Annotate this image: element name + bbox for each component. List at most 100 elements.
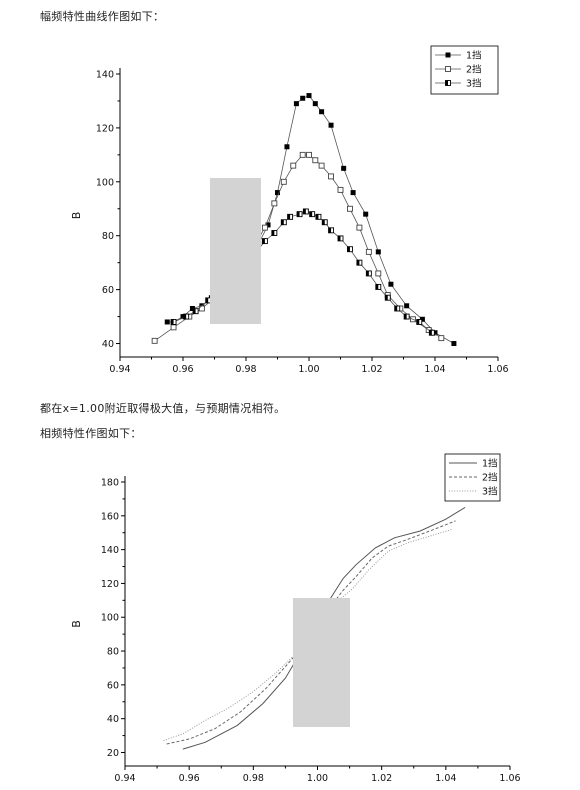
data-point-series-3 [261, 238, 268, 245]
data-point-series-1 [404, 303, 410, 309]
y-tick-label: 60 [102, 285, 114, 296]
data-point-series-3 [375, 283, 382, 290]
data-point-series-1 [164, 319, 170, 325]
data-point-series-1 [293, 101, 299, 107]
legend-label-3: 3挡 [482, 486, 498, 498]
data-point-series-3 [416, 319, 423, 325]
data-point-series-3 [428, 329, 435, 336]
data-point-series-1 [419, 316, 425, 322]
occlusion-box-bottom [293, 598, 350, 727]
data-point-series-1 [341, 165, 347, 171]
data-point-series-2 [290, 162, 297, 169]
data-point-series-3 [384, 294, 391, 301]
y-tick-label: 160 [101, 511, 119, 522]
conclusion-text: 都在x=1.00附近取得极大值，与预期情况相符。 [40, 402, 286, 415]
data-point-series-1 [265, 222, 271, 228]
data-point-series-3 [287, 213, 294, 220]
data-point-series-1 [328, 122, 334, 128]
data-point-series-1 [312, 101, 318, 107]
y-tick-label: 180 [101, 478, 119, 489]
data-point-series-2 [347, 205, 353, 212]
y-axis-label: B [70, 212, 83, 220]
data-point-series-2 [438, 335, 445, 342]
data-point-series-1 [350, 190, 356, 196]
y-tick-label: 40 [107, 714, 119, 725]
data-point-series-1 [432, 330, 438, 336]
data-point-series-1 [275, 190, 280, 196]
y-tick-label: 80 [102, 231, 114, 242]
x-tick-label: 1.02 [371, 773, 392, 784]
data-point-series-3 [170, 319, 177, 325]
data-point-series-1 [300, 95, 306, 101]
data-point-series-1 [180, 314, 186, 320]
legend-marker-3 [445, 80, 451, 86]
data-point-series-3 [403, 313, 410, 320]
x-tick-label: 1.00 [307, 773, 328, 784]
data-point-series-2 [365, 248, 372, 255]
data-point-series-3 [302, 208, 309, 215]
data-point-series-2 [271, 200, 278, 207]
data-point-series-3 [356, 259, 363, 266]
y-axis-label: B [70, 620, 83, 628]
x-tick-label: 0.96 [179, 773, 200, 784]
x-tick-label: 0.98 [243, 773, 264, 784]
phase-heading: 相频特性作图如下： [40, 427, 142, 440]
legend-label-1: 1挡 [466, 50, 482, 62]
y-tick-label: 40 [102, 339, 114, 350]
data-point-series-3 [394, 305, 401, 312]
data-point-series-2 [151, 337, 158, 344]
data-point-series-1 [306, 93, 312, 99]
legend-label-2: 2挡 [466, 64, 482, 76]
data-point-series-3 [296, 211, 303, 218]
data-point-series-3 [280, 219, 287, 226]
y-tick-label: 140 [101, 545, 119, 556]
legend-marker-1 [445, 52, 451, 58]
x-tick-label: 0.94 [109, 364, 130, 375]
y-tick-label: 140 [96, 70, 114, 81]
y-tick-label: 120 [101, 579, 119, 590]
data-point-series-2 [328, 173, 334, 180]
data-point-series-3 [328, 227, 334, 234]
legend-marker-2 [445, 66, 451, 72]
legend-label-2: 2挡 [482, 472, 498, 484]
y-tick-label: 20 [107, 748, 119, 759]
x-tick-label: 1.00 [298, 364, 319, 375]
y-tick-label: 80 [107, 647, 119, 658]
x-tick-label: 1.06 [487, 364, 508, 375]
data-point-series-3 [271, 230, 278, 236]
data-point-series-2 [306, 151, 312, 158]
data-point-series-2 [318, 162, 325, 169]
data-point-series-2 [375, 270, 382, 277]
legend-label-3: 3挡 [466, 78, 482, 90]
y-tick-label: 60 [107, 680, 119, 691]
legend-box [430, 45, 499, 95]
data-point-series-3 [192, 308, 199, 315]
data-point-series-1 [363, 211, 369, 217]
data-point-series-1 [284, 144, 290, 150]
data-point-series-1 [319, 109, 325, 115]
data-point-series-2 [337, 186, 344, 193]
x-tick-label: 0.98 [235, 364, 256, 375]
data-point-series-2 [280, 178, 287, 185]
x-tick-label: 1.04 [435, 773, 456, 784]
data-point-series-3 [337, 235, 344, 242]
data-point-series-2 [312, 157, 319, 164]
legend-label-1: 1挡 [482, 458, 498, 470]
data-point-series-3 [347, 246, 353, 253]
amp-heading: 幅频特性曲线作图如下： [40, 10, 165, 23]
series-line-2 [166, 520, 456, 745]
data-point-series-2 [356, 224, 363, 231]
data-point-series-3 [321, 219, 328, 226]
data-point-series-3 [309, 211, 316, 218]
x-tick-label: 1.02 [361, 364, 382, 375]
data-point-series-1 [388, 281, 394, 287]
data-point-series-3 [315, 213, 322, 220]
y-tick-label: 100 [101, 613, 119, 624]
x-tick-label: 0.96 [172, 364, 193, 375]
x-tick-label: 1.06 [499, 773, 520, 784]
data-point-series-1 [189, 305, 195, 311]
occlusion-box-top [210, 178, 261, 324]
data-point-series-1 [375, 249, 381, 255]
data-point-series-2 [299, 151, 306, 158]
